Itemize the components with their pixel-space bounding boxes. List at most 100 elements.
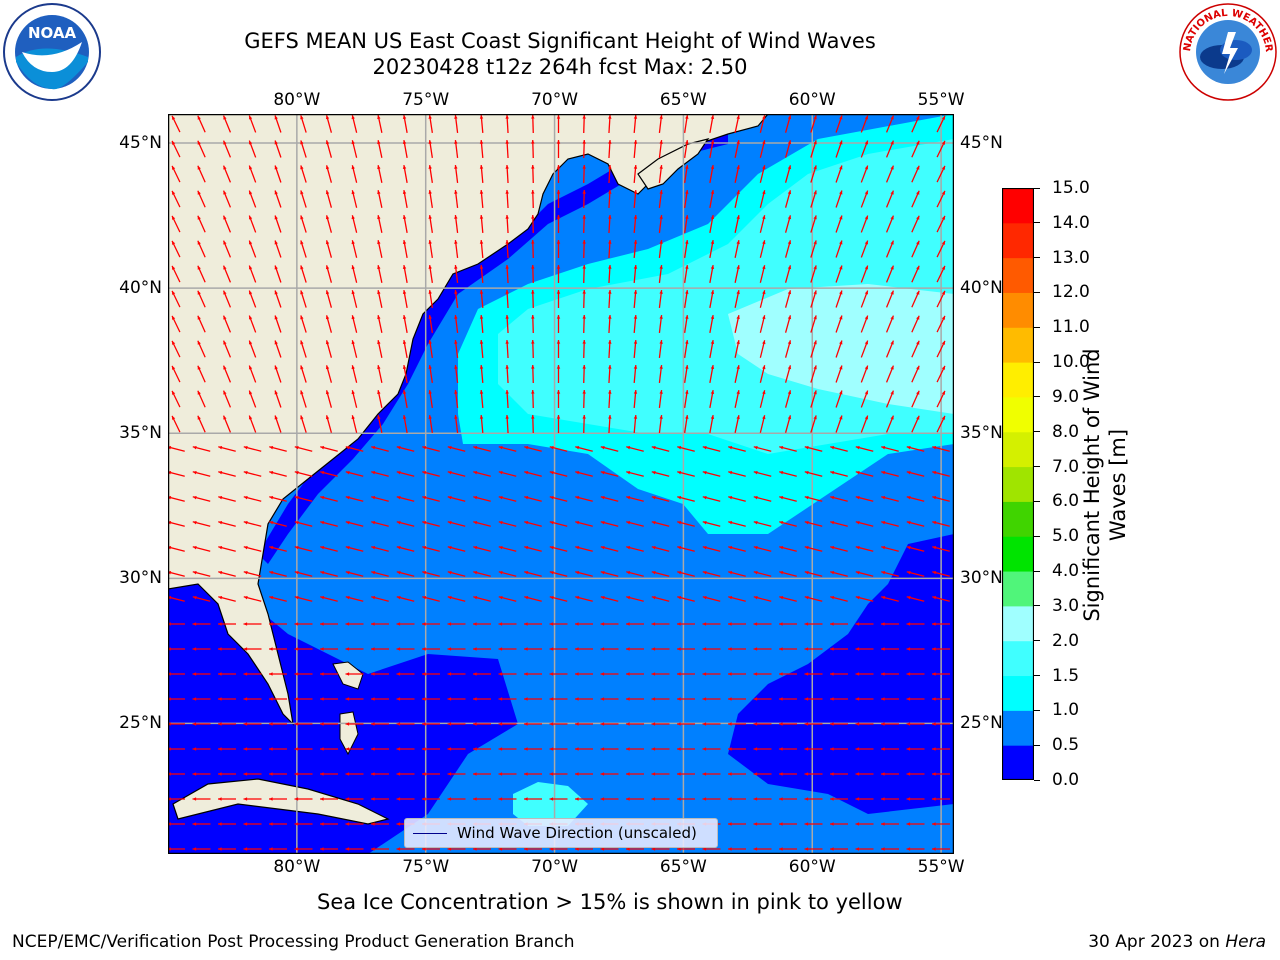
wave-arrow-head (549, 622, 554, 626)
colorbar-segment (1002, 605, 1034, 642)
wave-arrow-head (218, 520, 223, 525)
wave-arrow-head (192, 772, 197, 776)
wave-arrow-head (941, 365, 945, 370)
wave-arrow-head (633, 340, 638, 344)
lat-label-left: 40°N (119, 278, 162, 299)
wave-arrow-head (916, 290, 920, 295)
wave-arrow-head (300, 290, 304, 295)
wave-arrow-head (608, 315, 612, 319)
wave-arrow-head (906, 822, 911, 826)
wave-arrow-head (830, 772, 834, 776)
wave-arrow-head (830, 470, 835, 475)
wave-arrow-head (582, 240, 586, 244)
wave-arrow-head (608, 140, 612, 144)
wave-arrow-head (941, 315, 945, 320)
wave-arrow-head (396, 622, 401, 626)
wave-arrow-head (890, 415, 894, 420)
wave-arrow-head (710, 415, 715, 420)
colorbar-tick-label: 9.0 (1052, 386, 1080, 407)
wave-arrow-head (505, 265, 509, 269)
wave-arrow-head (556, 190, 561, 194)
wave-arrow-head (300, 190, 304, 195)
wave-arrow-head (402, 115, 407, 120)
wave-arrow-head (633, 165, 638, 169)
wave-arrow-head (916, 215, 920, 220)
wave-arrow-head (345, 520, 350, 525)
wave-arrow-head (626, 722, 630, 726)
wave-arrow-head (223, 415, 227, 420)
wave-arrow-head (396, 445, 401, 450)
wave-arrow-head (396, 722, 401, 726)
wave-arrow-head (633, 290, 638, 294)
wave-arrow-head (320, 545, 325, 550)
colorbar-segment (1002, 257, 1034, 293)
wave-arrow-head (192, 622, 197, 626)
wave-arrow-head (608, 240, 612, 244)
wave-arrow-head (320, 722, 324, 726)
wave-arrow-head (906, 722, 911, 726)
wave-arrow-head (762, 340, 766, 345)
wave-arrow-head (626, 495, 631, 500)
colorbar-tick-mark (1034, 709, 1040, 711)
wave-arrow-head (787, 315, 792, 320)
wave-arrow-head (498, 545, 503, 550)
wave-arrow-head (325, 340, 330, 345)
wave-arrow-head (479, 415, 484, 419)
lon-label-top: 75°W (402, 90, 450, 110)
wave-arrow-head (248, 240, 253, 245)
wave-arrow-head (685, 415, 689, 419)
wave-arrow-head (556, 140, 561, 144)
wave-arrow-head (325, 390, 330, 395)
wave-arrow-head (454, 115, 458, 119)
wave-arrow-head (422, 747, 426, 751)
wave-arrow-head (243, 570, 248, 575)
wave-arrow-head (428, 215, 432, 219)
wave-arrow-head (677, 445, 682, 450)
wave-arrow-head (248, 365, 253, 370)
wave-arrow-head (804, 570, 809, 575)
wave-arrow-head (890, 215, 894, 220)
wave-arrow-head (320, 747, 324, 751)
wave-arrow-head (685, 115, 689, 119)
wave-arrow-head (864, 290, 869, 295)
wave-arrow-head (677, 495, 682, 500)
wave-arrow-head (941, 390, 945, 395)
wave-arrow-head (172, 265, 176, 270)
wave-arrow-head (320, 672, 324, 676)
wave-arrow-head (864, 140, 869, 145)
wave-arrow-head (916, 340, 920, 345)
wave-arrow-head (524, 622, 528, 626)
wave-arrow-head (839, 315, 843, 320)
wave-arrow-head (498, 470, 503, 475)
wave-arrow-head (855, 772, 860, 776)
wave-arrow-head (839, 140, 843, 145)
wave-arrow-head (325, 290, 330, 295)
wave-arrow-head (473, 570, 478, 575)
wave-arrow-head (728, 847, 732, 851)
wave-arrow-head (633, 265, 638, 269)
wave-arrow-head (855, 797, 860, 801)
wave-arrow-head (549, 570, 554, 575)
wave-arrow-head (371, 445, 376, 450)
wave-arrow-head (422, 520, 427, 525)
wave-arrow-head (454, 215, 458, 219)
wave-arrow-head (830, 495, 835, 500)
colorbar-tick-label: 1.5 (1052, 665, 1080, 686)
colorbar-tick-mark (1034, 675, 1040, 677)
wave-arrow-head (881, 647, 885, 651)
wave-arrow-head (787, 190, 792, 195)
wave-arrow-head (762, 140, 766, 145)
wave-arrow-head (916, 365, 920, 370)
wave-arrow-head (447, 747, 452, 751)
wave-arrow-head (855, 495, 860, 500)
wave-arrow-head (710, 315, 715, 320)
wave-arrow-head (172, 140, 176, 145)
sea-ice-note: Sea Ice Concentration > 15% is shown in … (317, 890, 903, 914)
wave-arrow-head (377, 165, 381, 170)
wave-arrow-head (402, 290, 407, 295)
lon-label-bottom: 80°W (273, 857, 321, 877)
wave-arrow-head (377, 415, 381, 420)
wave-arrow-head (473, 595, 478, 600)
wave-arrow-head (600, 772, 605, 776)
wave-arrow-head (218, 647, 222, 651)
